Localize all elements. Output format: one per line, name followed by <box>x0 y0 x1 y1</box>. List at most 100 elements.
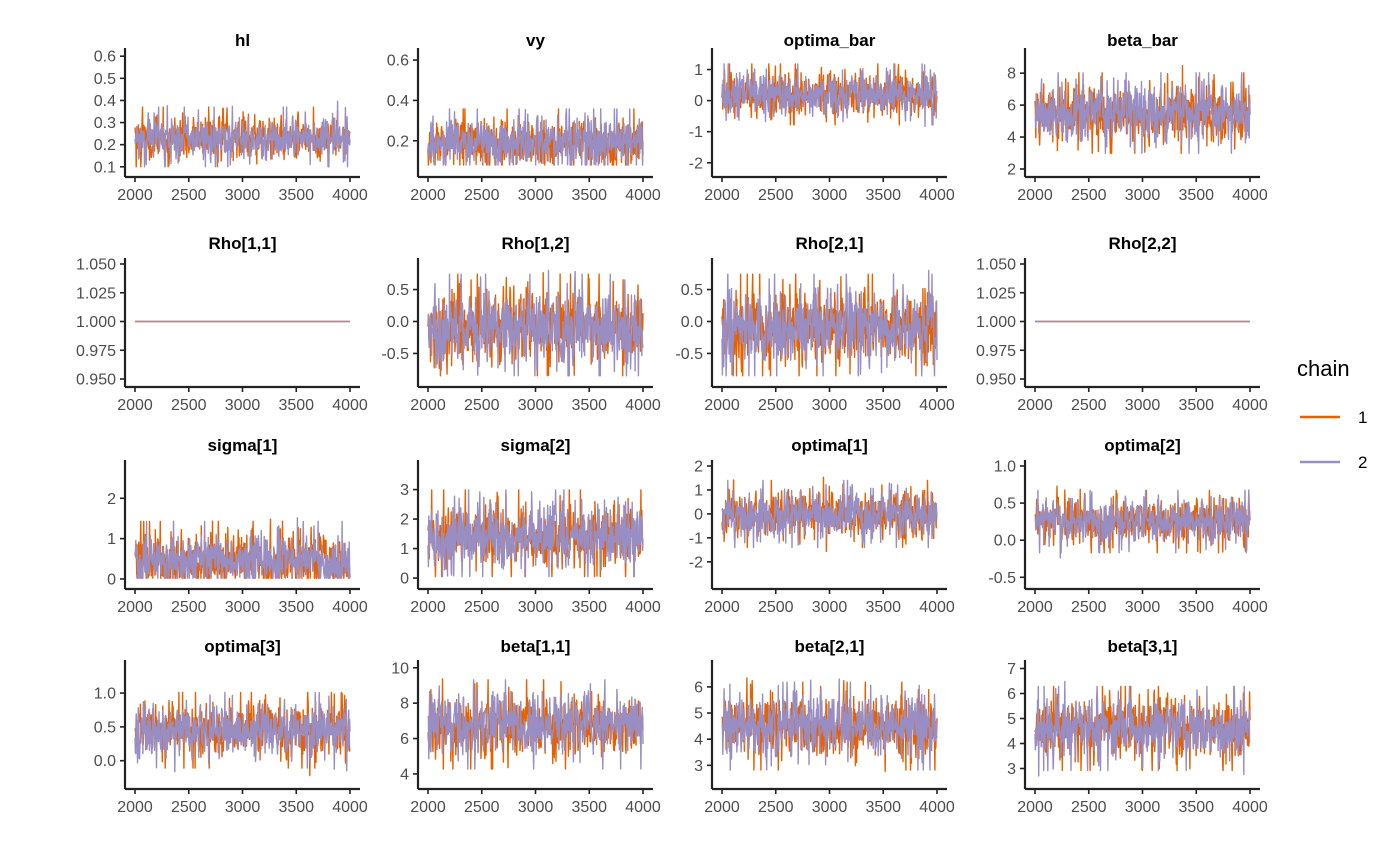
y-tick-label: 10 <box>391 660 409 677</box>
y-tick-label: 0.5 <box>387 282 409 299</box>
y-tick-label: 2 <box>400 512 409 529</box>
trace-chain-2 <box>427 269 644 377</box>
x-tick-label: 3500 <box>865 187 901 204</box>
panel-13: beta[1,1] 4 6 8 10 2000 2500 3000 3500 4000 <box>391 637 661 816</box>
panel-title: hl <box>235 31 250 50</box>
x-tick-label: 3000 <box>812 397 848 414</box>
y-tick-label: 0.0 <box>994 533 1016 550</box>
y-tick-label: 0.5 <box>94 719 116 736</box>
x-tick-label: 2000 <box>117 187 153 204</box>
panel-title: Rho[2,1] <box>796 234 864 253</box>
y-tick-label: 1.000 <box>76 314 116 331</box>
x-tick-label: 3000 <box>225 599 261 616</box>
y-tick-label: 3 <box>1007 761 1016 778</box>
panel-9: sigma[2] 0 1 2 3 2000 2500 3000 3500 4000 <box>400 436 661 616</box>
y-tick-label: 0 <box>400 571 409 588</box>
x-tick-label: 2500 <box>171 187 207 204</box>
y-tick-label: 6 <box>1007 98 1016 115</box>
y-tick-label: -0.5 <box>675 346 703 363</box>
trace-chain-2 <box>721 479 938 549</box>
x-tick-label: 3500 <box>278 599 314 616</box>
x-tick-label: 2000 <box>1017 599 1053 616</box>
panel-title: sigma[2] <box>501 436 571 455</box>
x-tick-label: 2000 <box>410 397 446 414</box>
x-tick-label: 2000 <box>704 187 740 204</box>
x-tick-label: 3000 <box>812 187 848 204</box>
x-tick-label: 3500 <box>1178 799 1214 816</box>
legend-label-chain-2: 2 <box>1358 453 1367 472</box>
x-tick-label: 3500 <box>865 599 901 616</box>
x-tick-label: 2500 <box>758 187 794 204</box>
trace-chain-2 <box>1034 72 1251 154</box>
legend-title: chain <box>1297 356 1350 381</box>
panel-0: hl 0.1 0.2 0.3 0.4 0.5 0.6 2000 2500 3000 3500 4000 <box>94 31 368 204</box>
y-tick-label: 6 <box>400 731 409 748</box>
y-tick-label: 1.0 <box>994 459 1016 476</box>
x-tick-label: 2500 <box>464 799 500 816</box>
panel-title: sigma[1] <box>208 436 278 455</box>
x-tick-label: 4000 <box>919 397 955 414</box>
panel-3: beta_bar 2 4 6 8 2000 2500 3000 3500 4000 <box>1007 31 1268 204</box>
trace-chain-2 <box>134 517 351 579</box>
x-tick-label: 2500 <box>758 397 794 414</box>
x-tick-label: 2000 <box>704 799 740 816</box>
panel-8: sigma[1] 0 1 2 2000 2500 3000 3500 4000 <box>107 436 368 616</box>
panel-2: optima_bar -2 -1 0 1 2000 2500 3000 3500 4000 <box>689 31 955 204</box>
x-tick-label: 3000 <box>518 799 554 816</box>
y-tick-label: 0.0 <box>387 314 409 331</box>
x-tick-label: 3000 <box>225 187 261 204</box>
x-tick-label: 2500 <box>464 397 500 414</box>
x-tick-label: 2000 <box>410 799 446 816</box>
x-tick-label: 2500 <box>1071 599 1107 616</box>
x-tick-label: 4000 <box>625 799 661 816</box>
y-tick-label: 0 <box>107 571 116 588</box>
trace-chain-2 <box>721 269 938 377</box>
y-tick-label: -0.5 <box>988 570 1016 587</box>
panel-title: optima_bar <box>784 31 876 50</box>
x-tick-label: 3500 <box>1178 599 1214 616</box>
x-tick-label: 3500 <box>278 187 314 204</box>
x-tick-label: 3000 <box>1125 397 1161 414</box>
y-tick-label: 0.5 <box>994 496 1016 513</box>
y-tick-label: 5 <box>694 706 703 723</box>
y-tick-label: -2 <box>689 554 703 571</box>
panel-title: beta_bar <box>1107 31 1178 50</box>
y-tick-label: 1 <box>107 531 116 548</box>
y-tick-label: 1.000 <box>976 314 1016 331</box>
y-tick-label: 0.5 <box>94 71 116 88</box>
x-tick-label: 2000 <box>1017 397 1053 414</box>
x-tick-label: 2000 <box>117 799 153 816</box>
panel-11: optima[2] -0.5 0.0 0.5 1.0 2000 2500 3000 3500 40… <box>988 436 1267 616</box>
y-tick-label: 4 <box>694 732 703 749</box>
x-tick-label: 3500 <box>1178 187 1214 204</box>
y-tick-label: 0.2 <box>387 133 409 150</box>
y-tick-label: 0.1 <box>94 159 116 176</box>
panel-4: Rho[1,1] 0.950 0.975 1.000 1.025 1.050 2000 250… <box>76 234 368 414</box>
trace-chain-2 <box>134 691 351 773</box>
y-tick-label: 1.050 <box>976 257 1016 274</box>
y-tick-label: 0.6 <box>387 53 409 70</box>
x-tick-label: 3000 <box>225 397 261 414</box>
x-tick-label: 2500 <box>171 599 207 616</box>
x-tick-label: 3500 <box>865 799 901 816</box>
x-tick-label: 4000 <box>625 187 661 204</box>
x-tick-label: 3500 <box>278 397 314 414</box>
legend: chain 1 2 <box>1297 356 1367 472</box>
y-tick-label: 4 <box>400 766 409 783</box>
panel-10: optima[1] -2 -1 0 1 2 2000 2500 3000 3500 4000 <box>689 436 955 616</box>
panel-1: vy 0.2 0.4 0.6 2000 2500 3000 3500 4000 <box>387 31 661 204</box>
y-tick-label: 1.050 <box>76 257 116 274</box>
panel-6: Rho[2,1] -0.5 0.0 0.5 2000 2500 3000 3500 4000 <box>675 234 954 414</box>
y-tick-label: 0 <box>694 506 703 523</box>
y-tick-label: 0.6 <box>94 49 116 66</box>
x-tick-label: 4000 <box>332 397 368 414</box>
x-tick-label: 3500 <box>571 187 607 204</box>
x-tick-label: 2000 <box>117 599 153 616</box>
trace-chain-2 <box>427 679 644 770</box>
y-tick-label: 1.0 <box>94 686 116 703</box>
y-tick-label: 0.975 <box>976 343 1016 360</box>
x-tick-label: 4000 <box>332 799 368 816</box>
x-tick-label: 4000 <box>332 599 368 616</box>
x-tick-label: 2000 <box>704 397 740 414</box>
